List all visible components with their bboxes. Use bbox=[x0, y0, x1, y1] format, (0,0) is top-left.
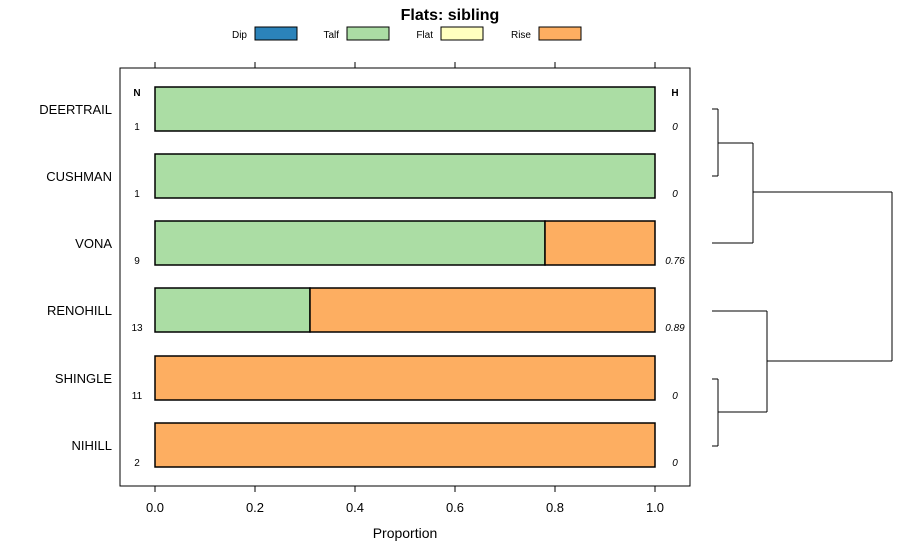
bar-deertrail-talf bbox=[154, 86, 656, 132]
category-label-vona: VONA bbox=[75, 236, 112, 251]
x-axis-title: Proportion bbox=[373, 525, 438, 541]
x-tick-label: 0.4 bbox=[346, 500, 364, 515]
legend-swatch-dip bbox=[254, 26, 298, 41]
h-value-renohill: 0.89 bbox=[665, 323, 685, 334]
legend-label-flat: Flat bbox=[416, 30, 433, 41]
bars: DEERTRAIL 1 0 CUSHMAN 1 0 VONA 9 0.76 RENOHILL 13 0… bbox=[39, 86, 685, 469]
x-tick-label: 0.6 bbox=[446, 500, 464, 515]
n-value-nihill: 2 bbox=[134, 458, 140, 469]
category-label-shingle: SHINGLE bbox=[55, 371, 112, 386]
x-axis: 0.0 0.2 0.4 0.6 0.8 1.0 bbox=[146, 62, 664, 515]
category-label-cushman: CUSHMAN bbox=[46, 169, 112, 184]
category-label-renohill: RENOHILL bbox=[47, 303, 112, 318]
bar-vona-rise bbox=[544, 220, 656, 266]
x-tick-label: 1.0 bbox=[646, 500, 664, 515]
h-value-vona: 0.76 bbox=[665, 256, 685, 267]
n-value-renohill: 13 bbox=[131, 323, 143, 334]
x-tick-label: 0.2 bbox=[246, 500, 264, 515]
category-label-deertrail: DEERTRAIL bbox=[39, 102, 112, 117]
dendrogram bbox=[712, 108, 893, 447]
chart-title: Flats: sibling bbox=[401, 7, 500, 24]
x-tick-label: 0.8 bbox=[546, 500, 564, 515]
legend-swatch-talf bbox=[346, 26, 390, 41]
legend-swatch-flat bbox=[440, 26, 484, 41]
n-value-shingle: 11 bbox=[132, 391, 143, 402]
h-value-shingle: 0 bbox=[672, 391, 678, 402]
legend-swatch-rise bbox=[538, 26, 582, 41]
bar-cushman-talf bbox=[154, 153, 656, 199]
n-value-cushman: 1 bbox=[134, 189, 140, 200]
legend-label-dip: Dip bbox=[232, 30, 247, 41]
n-value-deertrail: 1 bbox=[134, 122, 140, 133]
legend-label-talf: Talf bbox=[323, 30, 339, 41]
bar-renohill-talf bbox=[154, 287, 311, 333]
bar-shingle-rise bbox=[154, 355, 656, 401]
legend-label-rise: Rise bbox=[511, 30, 531, 41]
n-header: N bbox=[133, 88, 140, 99]
plot-frame bbox=[119, 67, 691, 487]
h-value-deertrail: 0 bbox=[672, 122, 678, 133]
h-header: H bbox=[671, 88, 678, 99]
x-tick-label: 0.0 bbox=[146, 500, 164, 515]
bar-nihill-rise bbox=[154, 422, 656, 468]
category-label-nihill: NIHILL bbox=[72, 438, 112, 453]
h-value-nihill: 0 bbox=[672, 458, 678, 469]
bar-renohill-rise bbox=[309, 287, 656, 333]
h-value-cushman: 0 bbox=[672, 189, 678, 200]
n-value-vona: 9 bbox=[134, 256, 140, 267]
legend: Dip Talf Flat Rise bbox=[232, 26, 582, 41]
bar-vona-talf bbox=[154, 220, 546, 266]
